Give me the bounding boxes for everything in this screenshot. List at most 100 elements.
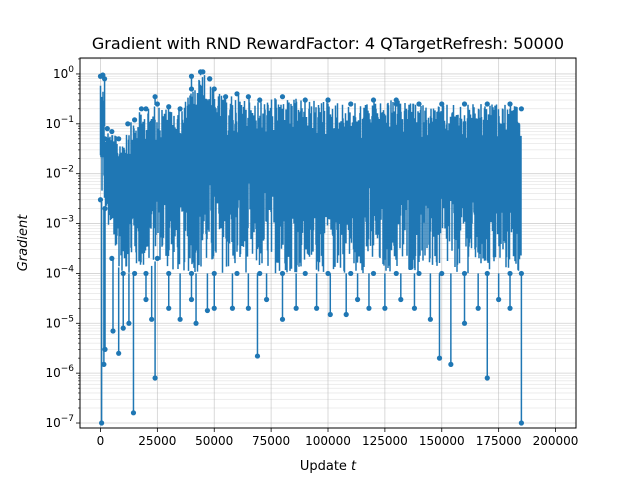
- spike-point: [382, 305, 388, 311]
- data-point-upper: [143, 106, 149, 112]
- data-point-upper: [507, 101, 513, 107]
- x-tick-label: 150000: [419, 434, 465, 448]
- spike-point: [130, 410, 137, 416]
- peak-point: [188, 73, 195, 79]
- data-point-lower: [439, 270, 445, 277]
- data-point-upper: [439, 101, 445, 107]
- y-axis-label: Gradient: [16, 214, 31, 271]
- spike-point: [254, 353, 261, 359]
- spike-point: [211, 305, 217, 311]
- spike-point: [263, 296, 270, 303]
- spike-point: [152, 375, 158, 381]
- data-point-upper: [177, 106, 183, 112]
- x-axis-label-variable: t: [351, 459, 357, 474]
- spike-point: [398, 296, 404, 303]
- data-point-upper: [116, 136, 122, 142]
- spike-point: [507, 305, 513, 311]
- data-point-upper: [166, 104, 172, 110]
- data-point-lower: [370, 270, 377, 277]
- spike-point: [126, 320, 132, 326]
- data-point-lower: [154, 255, 160, 262]
- data-point-lower: [234, 270, 240, 277]
- data-point-lower: [348, 270, 354, 277]
- data-point-lower: [325, 270, 331, 277]
- peak-point: [393, 101, 399, 107]
- data-point-upper: [125, 121, 131, 127]
- y-tick-exponent: 0: [68, 65, 74, 75]
- data-point-upper: [370, 97, 377, 103]
- spike-point: [193, 320, 199, 326]
- data-point-upper: [257, 97, 263, 103]
- spike-point: [120, 325, 126, 331]
- data-point-upper: [102, 136, 108, 142]
- spike-point: [496, 296, 502, 303]
- spike-point: [327, 311, 333, 318]
- x-tick-label: 0: [97, 434, 105, 448]
- x-tick-label: 75000: [252, 434, 290, 448]
- data-point-upper: [302, 97, 308, 103]
- x-axis: 0 25000 50000 75000 100000 125000 150000 175000…: [97, 428, 578, 448]
- spike-point: [102, 346, 108, 352]
- data-point-upper: [211, 86, 217, 92]
- spike-point: [448, 361, 454, 367]
- y-tick-exponent: −7: [61, 414, 74, 424]
- spike-point: [475, 305, 481, 311]
- spike-point: [354, 296, 361, 303]
- data-point-upper: [518, 106, 524, 112]
- peak-point: [101, 76, 108, 82]
- data-point-upper: [416, 101, 422, 107]
- spike-point: [188, 296, 195, 303]
- data-point-lower: [109, 255, 115, 262]
- spike-point: [436, 355, 443, 361]
- data-point-lower: [257, 270, 263, 277]
- spike-point: [99, 420, 105, 426]
- data-point-upper: [234, 91, 240, 97]
- data-point-upper: [393, 97, 399, 103]
- chart-title: Gradient with RND RewardFactor: 4 QTarge…: [92, 34, 564, 53]
- y-tick-exponent: −3: [61, 215, 74, 225]
- spike-point: [293, 305, 299, 311]
- data-point-upper: [461, 101, 468, 107]
- spike-point: [166, 305, 172, 311]
- spike-point: [204, 307, 211, 314]
- x-axis-label-text: Update: [300, 459, 351, 474]
- spike-point: [177, 316, 183, 322]
- x-axis-label: Update t: [300, 459, 357, 474]
- data-point-upper: [109, 128, 115, 135]
- peak-point: [207, 76, 213, 82]
- spike-point: [229, 305, 236, 311]
- x-tick-label: 125000: [362, 434, 408, 448]
- spike-point: [149, 316, 155, 322]
- spike-point: [314, 305, 320, 311]
- spike-point: [366, 305, 372, 311]
- spike-point: [279, 316, 286, 322]
- data-point-upper: [484, 101, 490, 107]
- data-point-upper: [138, 106, 145, 112]
- spike-point: [245, 305, 251, 311]
- y-tick-exponent: −4: [61, 264, 75, 274]
- spike-point: [116, 350, 122, 356]
- spike-point: [518, 420, 524, 426]
- spike-point: [110, 328, 116, 334]
- series-gradient: [97, 69, 524, 426]
- data-point-lower: [416, 270, 422, 277]
- data-point-upper: [132, 117, 138, 123]
- spike-point: [427, 316, 433, 322]
- x-tick-label: 100000: [305, 434, 351, 448]
- peak-point: [152, 94, 158, 100]
- data-point-lower: [97, 197, 104, 203]
- data-point-upper: [154, 101, 160, 107]
- spike-point: [143, 296, 149, 303]
- spike-point: [343, 311, 349, 318]
- y-tick-exponent: −2: [61, 165, 74, 175]
- data-point-upper: [279, 94, 286, 100]
- data-point-lower: [393, 270, 399, 277]
- data-point-upper: [223, 94, 229, 100]
- y-tick-exponent: −1: [61, 115, 74, 125]
- x-tick-label: 175000: [476, 434, 522, 448]
- series-trace: [99, 75, 522, 274]
- spike-point: [101, 361, 107, 367]
- data-point-upper: [104, 126, 110, 132]
